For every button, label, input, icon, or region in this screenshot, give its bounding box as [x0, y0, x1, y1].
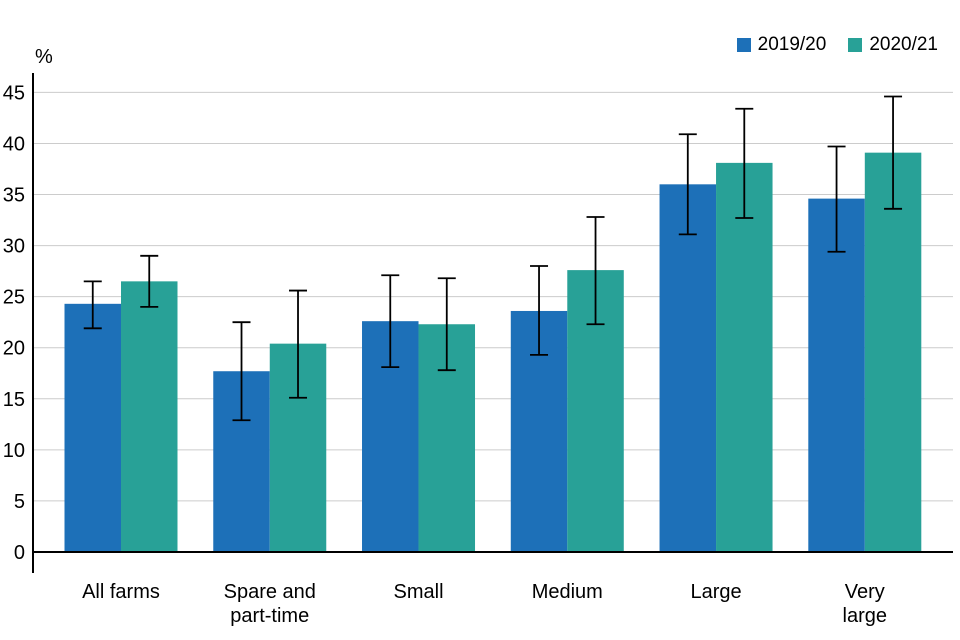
bar-2019-20-all-farms [64, 303, 121, 552]
x-tick-label: Large [690, 581, 741, 603]
y-tick-label: 35 [3, 185, 25, 207]
bar-2020-21-large [716, 162, 773, 552]
y-axis-unit-label: % [35, 46, 53, 68]
legend-item-2019-20: 2019/20 [736, 34, 827, 56]
legend-swatch-2020-21-icon [848, 38, 863, 52]
bar-2019-20-very-large [808, 198, 865, 553]
bar-2020-21-very-large [864, 152, 922, 552]
y-tick-label: 45 [3, 82, 25, 104]
x-tick-label: large [843, 605, 887, 627]
y-tick-label: 0 [14, 542, 25, 564]
x-tick-label: Very [845, 581, 885, 603]
y-tick-label: 25 [3, 287, 25, 309]
legend-item-2020-21: 2020/21 [848, 34, 938, 56]
bar-2019-20-large [659, 184, 717, 552]
x-tick-label: Spare and [224, 581, 316, 603]
x-tick-label: All farms [82, 581, 160, 603]
x-tick-label: Small [394, 581, 444, 603]
bar-2020-21-all-farms [121, 281, 178, 552]
legend-label-2020-21: 2020/21 [869, 34, 938, 55]
x-tick-label: Medium [532, 581, 603, 603]
legend-swatch-2019-20-icon [736, 38, 751, 52]
chart-legend: 2019/20 2020/21 [736, 34, 938, 56]
y-tick-label: 30 [3, 236, 25, 258]
x-tick-label: part-time [230, 605, 309, 627]
y-tick-label: 5 [14, 491, 25, 513]
y-tick-label: 10 [3, 440, 25, 462]
y-tick-label: 15 [3, 389, 25, 411]
y-tick-label: 40 [3, 133, 25, 155]
y-tick-label: 20 [3, 338, 25, 360]
legend-label-2019-20: 2019/20 [757, 34, 827, 55]
